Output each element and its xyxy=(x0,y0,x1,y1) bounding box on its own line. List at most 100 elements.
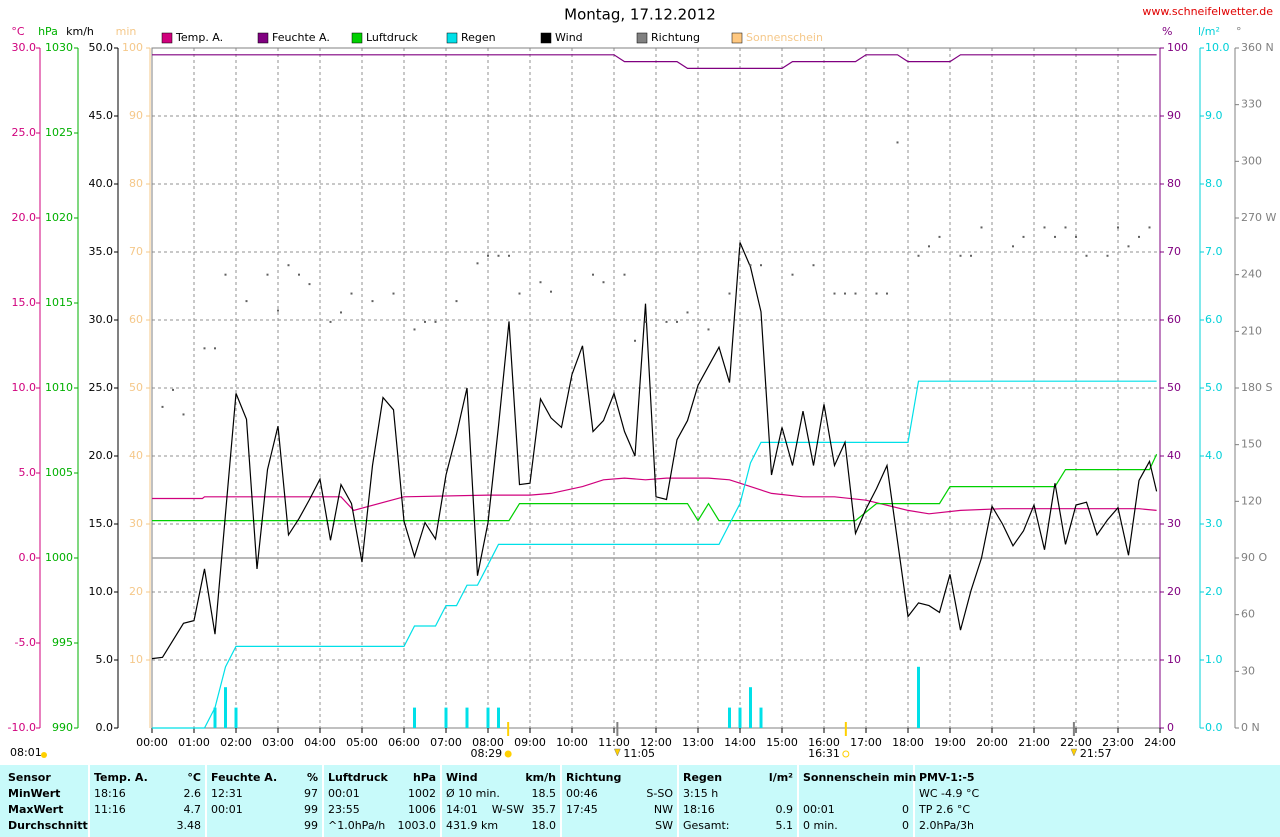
rain-bar xyxy=(497,707,500,728)
direction-dot xyxy=(413,328,416,331)
tick-label: 90 xyxy=(129,109,143,122)
direction-dot xyxy=(1138,235,1140,238)
legend-label: Sonnenschein xyxy=(746,31,823,44)
direction-dot xyxy=(896,141,899,144)
x-tick-label: 13:00 xyxy=(682,736,714,749)
tick-label: 3.0 xyxy=(1205,517,1223,530)
direction-dot xyxy=(214,347,216,350)
direction-dot xyxy=(497,254,500,257)
table-cell: S-SO xyxy=(646,787,673,800)
tick-label: 100 xyxy=(122,41,143,54)
moon-icon xyxy=(1070,748,1078,757)
direction-dot xyxy=(1127,245,1130,248)
x-tick-label: 16:00 xyxy=(808,736,840,749)
rain-bar xyxy=(759,707,763,728)
table-row-label: Durchschnitt xyxy=(8,819,88,832)
x-tick-label: 14:00 xyxy=(724,736,756,749)
table-header: Luftdruck xyxy=(328,771,389,784)
tick-label: 120 xyxy=(1241,494,1262,507)
direction-dot xyxy=(938,235,941,238)
direction-dot xyxy=(739,245,741,248)
table-cell: 0 xyxy=(902,803,909,816)
table-cell: 1006 xyxy=(408,803,436,816)
legend-swatch xyxy=(731,32,743,44)
table-header: Sensor xyxy=(8,771,51,784)
legend-label: Wind xyxy=(555,31,583,44)
direction-dot xyxy=(424,320,426,323)
tick-label: 0 xyxy=(1167,721,1174,734)
direction-dot xyxy=(340,311,342,314)
x-tick-label: 15:00 xyxy=(766,736,798,749)
series-line xyxy=(151,242,1158,660)
legend-label: Temp. A. xyxy=(175,31,223,44)
table-cell: SW xyxy=(655,819,673,832)
direction-dot xyxy=(970,254,972,257)
direction-dot xyxy=(371,300,374,303)
direction-dot xyxy=(665,320,668,323)
axis-unit: °C xyxy=(11,25,25,38)
direction-dot xyxy=(550,290,552,293)
tick-label: 50.0 xyxy=(89,41,114,54)
tick-label: 300 xyxy=(1241,154,1262,167)
rain-bar xyxy=(413,707,416,728)
table-cell: 0.9 xyxy=(776,803,794,816)
table-cell: 00:46 xyxy=(566,787,598,800)
table-cell: Ø 10 min. xyxy=(446,787,500,800)
legend-swatch xyxy=(446,32,458,44)
axis-unit: ° xyxy=(1236,25,1242,38)
x-tick-label: 09:00 xyxy=(514,736,546,749)
table-cell: 4.7 xyxy=(184,803,202,816)
tick-label: 1020 xyxy=(45,211,73,224)
table-cell: 14:01 xyxy=(446,803,478,816)
direction-dot xyxy=(329,320,332,323)
tick-label: 25.0 xyxy=(89,381,114,394)
legend-swatch xyxy=(540,32,552,44)
table-unit: hPa xyxy=(413,771,436,784)
tick-label: 0.0 xyxy=(19,551,37,564)
corner-note: 08:01 xyxy=(10,746,42,759)
tick-label: -5.0 xyxy=(15,636,36,649)
tick-label: 70 xyxy=(129,245,143,258)
direction-dot xyxy=(1064,226,1067,229)
direction-dot xyxy=(508,254,510,257)
x-tick-label: 07:00 xyxy=(430,736,462,749)
table-cell: 18.0 xyxy=(532,819,557,832)
tick-label: 8.0 xyxy=(1205,177,1223,190)
legend-label: Richtung xyxy=(651,31,700,44)
series-line xyxy=(152,477,1157,515)
table-cell: W-SW xyxy=(492,803,524,816)
x-tick-label: 18:00 xyxy=(892,736,924,749)
tick-label: 180 S xyxy=(1241,381,1272,394)
tick-label: 50 xyxy=(129,381,143,394)
direction-dot xyxy=(886,292,888,295)
tick-label: 35.0 xyxy=(89,245,114,258)
table-cell: 2.6 xyxy=(184,787,202,800)
tick-label: 990 xyxy=(52,721,73,734)
x-tick-label: 20:00 xyxy=(976,736,1008,749)
direction-dot xyxy=(434,320,437,323)
tick-label: 1005 xyxy=(45,466,73,479)
direction-dot xyxy=(875,292,878,295)
table-cell: 3.48 xyxy=(177,819,202,832)
tick-label: 1015 xyxy=(45,296,73,309)
x-tick-label: 04:00 xyxy=(304,736,336,749)
table-cell: NW xyxy=(654,803,673,816)
direction-dot xyxy=(1117,226,1119,229)
direction-dot xyxy=(161,405,164,408)
direction-dot xyxy=(833,292,836,295)
direction-dot xyxy=(172,388,174,391)
table-row-label: MinWert xyxy=(8,787,60,800)
direction-dot xyxy=(854,292,857,295)
direction-dot xyxy=(644,320,647,323)
direction-dot xyxy=(518,292,521,295)
legend-label: Luftdruck xyxy=(366,31,418,44)
tick-label: 0 N xyxy=(1241,721,1260,734)
direction-dot xyxy=(487,254,489,257)
direction-dot xyxy=(749,264,752,267)
rain-bar xyxy=(749,687,752,728)
table-unit: km/h xyxy=(525,771,556,784)
tick-label: 10 xyxy=(129,653,143,666)
x-tick-label: 10:00 xyxy=(556,736,588,749)
table-header: Richtung xyxy=(566,771,621,784)
